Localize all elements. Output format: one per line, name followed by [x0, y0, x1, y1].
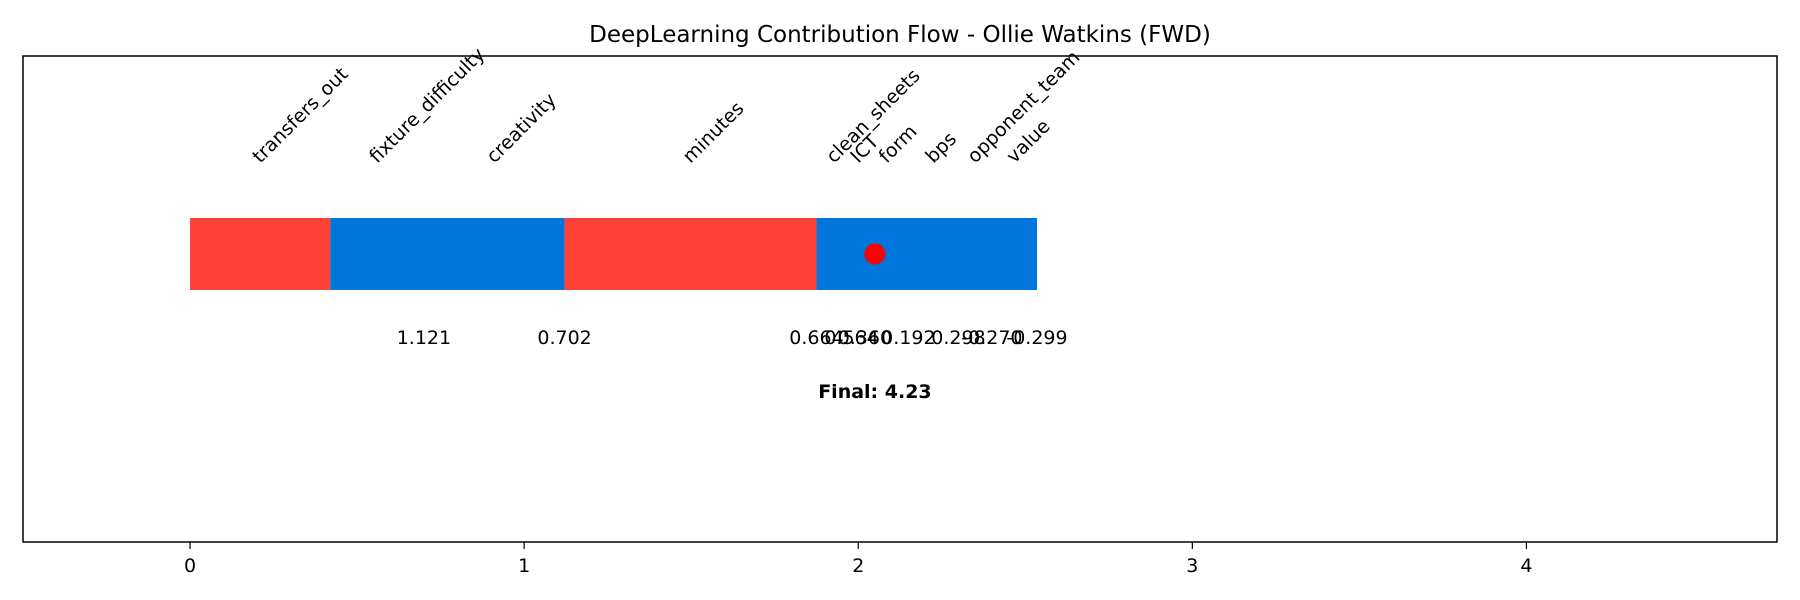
value-label-clean_sheets: 0.564	[824, 327, 878, 349]
chart-title: DeepLearning Contribution Flow - Ollie W…	[589, 22, 1211, 48]
x-axis: 0 1 2 3 4	[184, 542, 1532, 577]
value-label-opponent_team: -0.270	[961, 327, 1022, 349]
bar-segment-1	[330, 218, 565, 290]
contribution-bars	[190, 218, 1037, 290]
final-marker-layer	[864, 243, 886, 265]
value-label-ICT: 0.360	[838, 327, 892, 349]
value-label-fixture_difficulty: 1.121	[397, 327, 451, 349]
x-tick-label-1: 1	[518, 555, 530, 577]
feature-label-bps: bps	[921, 128, 961, 168]
plot-frame	[22, 55, 1778, 543]
final-score-label: Final: 4.23	[818, 381, 931, 403]
feature-label-creativity: creativity	[482, 89, 561, 168]
final-marker	[864, 243, 886, 265]
x-tick-label-4: 4	[1520, 555, 1532, 577]
feature-label-fixture_difficulty: fixture_difficulty	[365, 43, 489, 167]
bar-segment-0	[190, 218, 331, 290]
feature-label-minutes: minutes	[679, 98, 749, 168]
x-tick-label-0: 0	[184, 555, 196, 577]
value-label-bps: 0.298	[931, 327, 985, 349]
value-labels: 1.121 0.702 0.6640.5640.3600.1920.298-0.27…	[397, 327, 1068, 349]
x-tick-label-3: 3	[1186, 555, 1198, 577]
bar-segment-3	[816, 218, 1037, 290]
value-label-form: 0.192	[881, 327, 935, 349]
feature-labels: transfers_out fixture_difficultycreativit…	[248, 43, 1084, 167]
feature-label-transfers_out: transfers_out	[248, 63, 352, 167]
bar-segment-2	[564, 218, 817, 290]
value-label-value: -0.299	[1006, 327, 1067, 349]
x-tick-label-2: 2	[852, 555, 864, 577]
value-label-minutes: 0.664	[789, 327, 843, 349]
value-label-creativity: 0.702	[537, 327, 591, 349]
feature-label-form: form	[875, 121, 922, 168]
